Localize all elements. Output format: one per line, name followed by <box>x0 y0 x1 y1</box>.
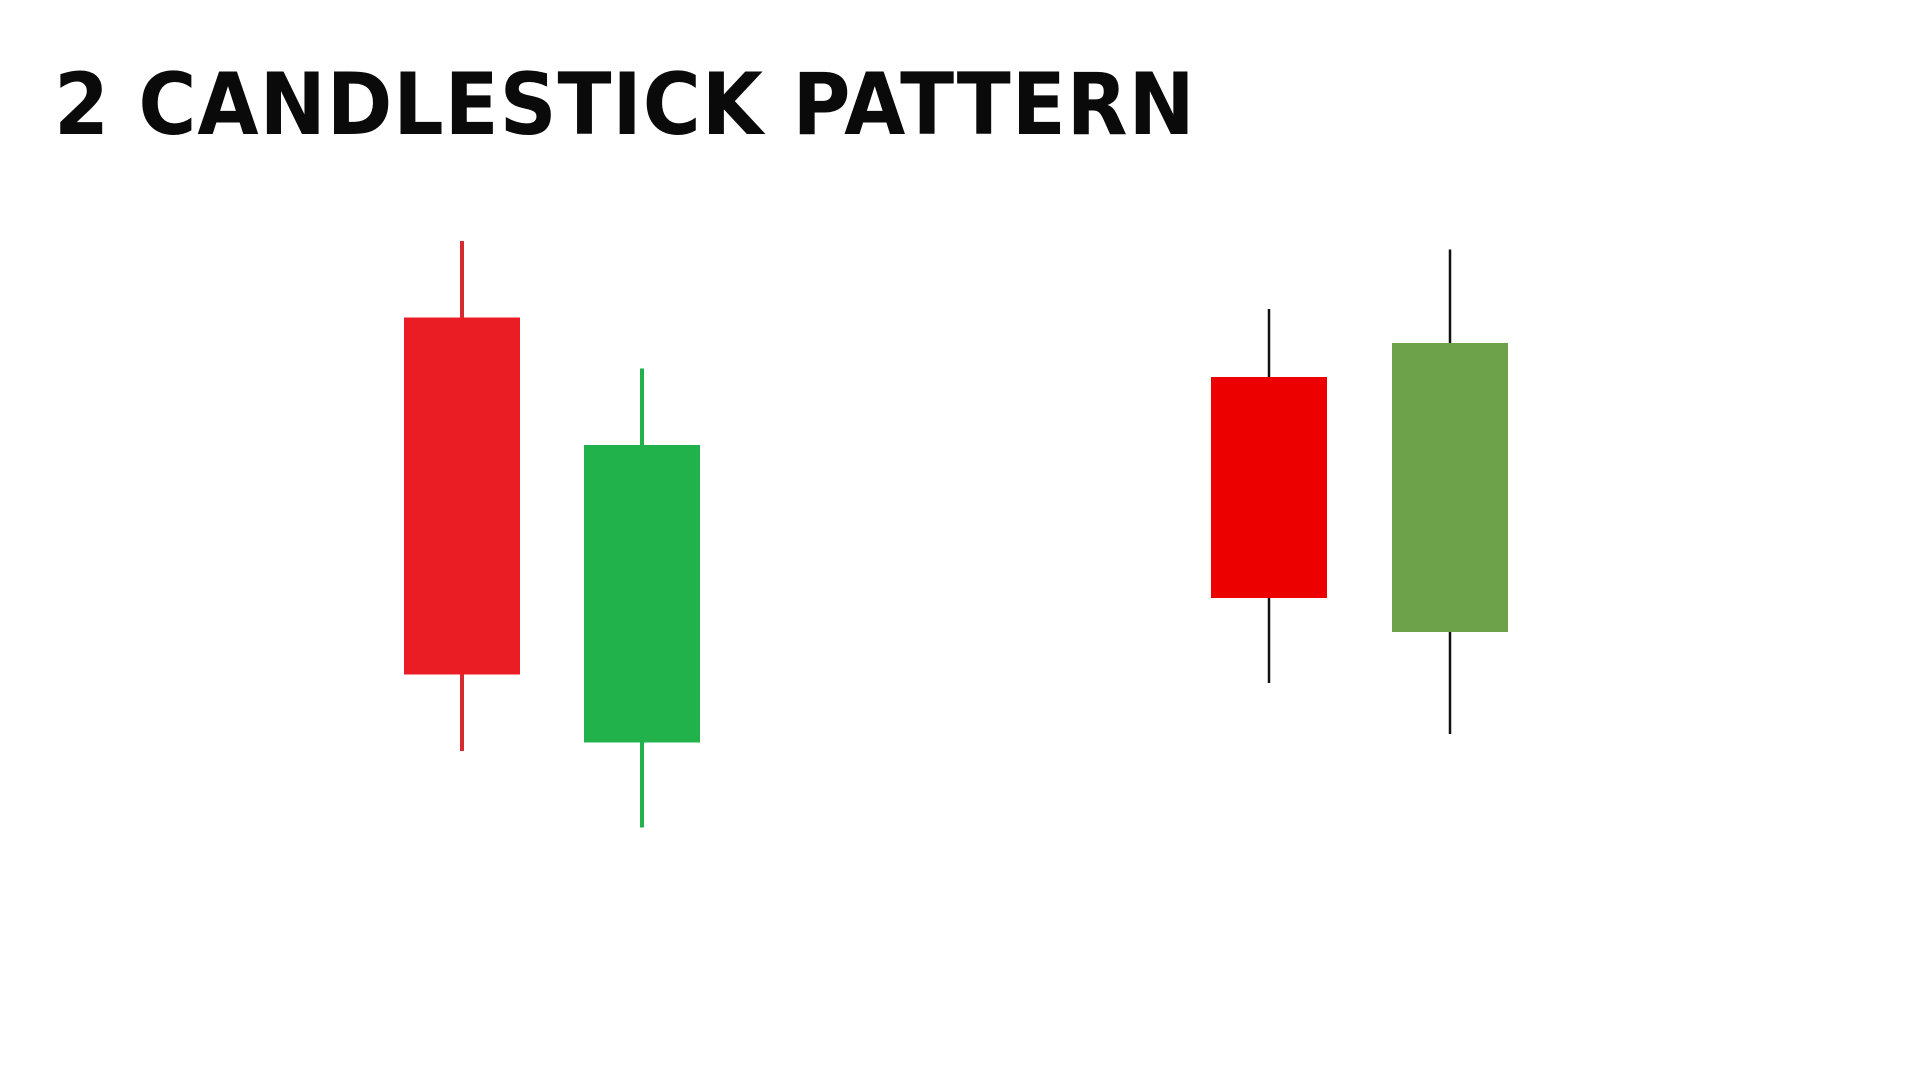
candle-body <box>1211 377 1327 598</box>
candle-bullish <box>1392 249 1508 734</box>
page-title: 2 CANDLESTICK PATTERN <box>54 55 1196 155</box>
candle-body <box>1392 343 1508 632</box>
candle-bullish <box>584 368 700 828</box>
candle-body <box>404 317 520 675</box>
candle-bearish <box>1211 309 1327 683</box>
pattern-group-left <box>404 241 700 828</box>
candle-bearish <box>404 241 520 751</box>
pattern-group-right <box>1211 249 1508 734</box>
candle-body <box>584 445 700 743</box>
